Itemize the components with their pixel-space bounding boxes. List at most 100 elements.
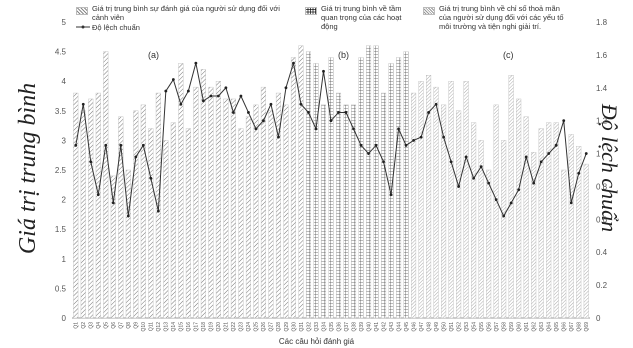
std-dev-point-Q22: [232, 111, 235, 114]
bar-mean-Q2: [80, 110, 86, 319]
bar-mean-Q56: [486, 169, 492, 319]
bar-mean-Q28: [275, 92, 281, 319]
y-right-tick-label: 0.8: [596, 182, 608, 191]
x-tick-label: Q40: [366, 322, 372, 332]
y-left-tick-label: 2.5: [55, 166, 67, 175]
x-tick-label: Q10: [141, 322, 147, 332]
std-dev-point-Q47: [419, 135, 423, 139]
bar-mean-Q20: [215, 80, 221, 319]
x-tick-label: Q17: [194, 322, 200, 332]
panel-label-a: (a): [148, 50, 159, 60]
std-dev-point-Q30: [292, 61, 295, 65]
std-dev-point-Q6: [111, 201, 115, 205]
bar-mean-Q45: [403, 51, 409, 319]
y-right-tick-label: 1.8: [596, 18, 608, 27]
std-dev-point-Q27: [269, 102, 273, 106]
panel-label-b: (b): [338, 50, 349, 60]
x-tick-label: Q28: [276, 322, 282, 332]
std-dev-point-Q51: [449, 160, 453, 164]
x-tick-label: Q43: [389, 322, 395, 332]
y-left-tick-label: 3: [62, 136, 67, 145]
std-dev-point-Q56: [487, 181, 491, 185]
x-tick-label: Q41: [374, 322, 380, 332]
bar-mean-Q61: [523, 116, 529, 319]
x-tick-label: Q47: [419, 322, 425, 332]
bar-mean-Q42: [381, 92, 387, 319]
bar-mean-Q18: [200, 69, 206, 319]
legend-label-group-c: Giá trị trung bình về chỉ số thoả mãn củ…: [439, 4, 564, 31]
bar-mean-Q7: [118, 116, 124, 319]
bar-mean-Q57: [493, 104, 499, 319]
x-tick-label: Q12: [156, 322, 162, 332]
x-tick-label: Q63: [539, 322, 545, 332]
bar-mean-Q63: [538, 128, 544, 319]
x-tick-label: Q16: [186, 322, 192, 332]
std-dev-point-Q37: [344, 111, 348, 114]
bar-mean-Q51: [448, 80, 454, 319]
std-dev-point-Q5: [104, 143, 108, 147]
std-dev-point-Q14: [171, 78, 175, 81]
std-dev-point-Q69: [584, 152, 588, 155]
std-dev-point-Q19: [209, 94, 213, 98]
bar-mean-Q66: [561, 169, 567, 319]
x-tick-label: Q53: [464, 322, 470, 332]
x-tick-label: Q8: [126, 322, 132, 329]
x-tick-label: Q69: [584, 322, 590, 332]
y-right-tick-label: 0.6: [596, 215, 608, 224]
legend-swatch-group-a: [76, 7, 88, 15]
bar-mean-Q68: [576, 146, 582, 319]
std-dev-point-Q11: [149, 176, 153, 180]
bar-mean-Q65: [553, 122, 559, 319]
bar-mean-Q24: [245, 116, 251, 319]
x-tick-label: Q14: [171, 322, 177, 332]
x-tick-label: Q62: [531, 322, 537, 332]
x-tick-label: Q61: [524, 322, 530, 332]
x-tick-labels: Q1 Q2 Q3 Q4 Q5 Q6 Q7 Q8 Q9 Q10 Q11 Q12 Q13 Q14 Q15 Q16 Q…: [74, 322, 590, 332]
panel-label-c: (c): [503, 50, 514, 60]
std-dev-point-Q8: [126, 214, 130, 218]
std-dev-point-Q65: [554, 143, 558, 147]
std-dev-point-Q4: [96, 193, 100, 197]
y-left-tick-label: 1.5: [55, 225, 67, 234]
x-axis-title: Các câu hỏi đánh giá: [278, 337, 355, 346]
bar-mean-Q62: [531, 152, 537, 319]
bar-mean-Q26: [260, 86, 266, 319]
x-tick-label: Q57: [494, 322, 500, 332]
legend-label-std-dev: Độ lệch chuẩn: [92, 23, 140, 32]
bar-mean-Q35: [328, 57, 334, 319]
std-dev-point-Q17: [194, 61, 198, 65]
std-dev-point-Q38: [352, 127, 355, 131]
bar-mean-Q34: [320, 104, 327, 319]
y-left-tick-label: 0.5: [55, 284, 67, 293]
x-tick-label: Q19: [209, 322, 215, 332]
x-tick-label: Q42: [381, 322, 387, 332]
legend-label-group-a: Giá trị trung bình sự đánh giá của người…: [92, 4, 280, 22]
x-tick-label: Q5: [104, 322, 110, 329]
x-tick-label: Q49: [434, 322, 440, 332]
std-dev-point-Q34: [322, 69, 325, 73]
std-dev-point-Q3: [89, 160, 93, 164]
bar-mean-Q27: [268, 110, 274, 319]
x-tick-label: Q64: [547, 322, 553, 332]
x-tick-label: Q4: [96, 322, 102, 329]
bar-mean-Q41: [373, 45, 379, 319]
bar-mean-Q39: [358, 57, 364, 319]
x-tick-label: Q58: [501, 322, 507, 332]
bar-mean-Q5: [103, 51, 109, 319]
x-tick-label: Q48: [426, 322, 432, 332]
bar-mean-Q25: [253, 104, 259, 319]
std-dev-series: [74, 61, 588, 218]
std-dev-point-Q59: [509, 201, 513, 205]
bar-mean-Q58: [501, 140, 507, 319]
x-tick-label: Q38: [351, 322, 357, 332]
bar-mean-Q54: [471, 122, 477, 319]
x-tick-label: Q54: [471, 322, 477, 332]
bar-mean-Q1: [73, 92, 79, 319]
std-dev-point-Q10: [141, 143, 145, 147]
x-tick-label: Q67: [569, 322, 575, 332]
std-dev-point-Q9: [134, 155, 138, 159]
bar-mean-Q8: [125, 169, 131, 319]
std-dev-point-Q63: [539, 160, 543, 164]
x-tick-label: Q45: [404, 322, 410, 332]
std-dev-point-Q26: [262, 119, 265, 123]
